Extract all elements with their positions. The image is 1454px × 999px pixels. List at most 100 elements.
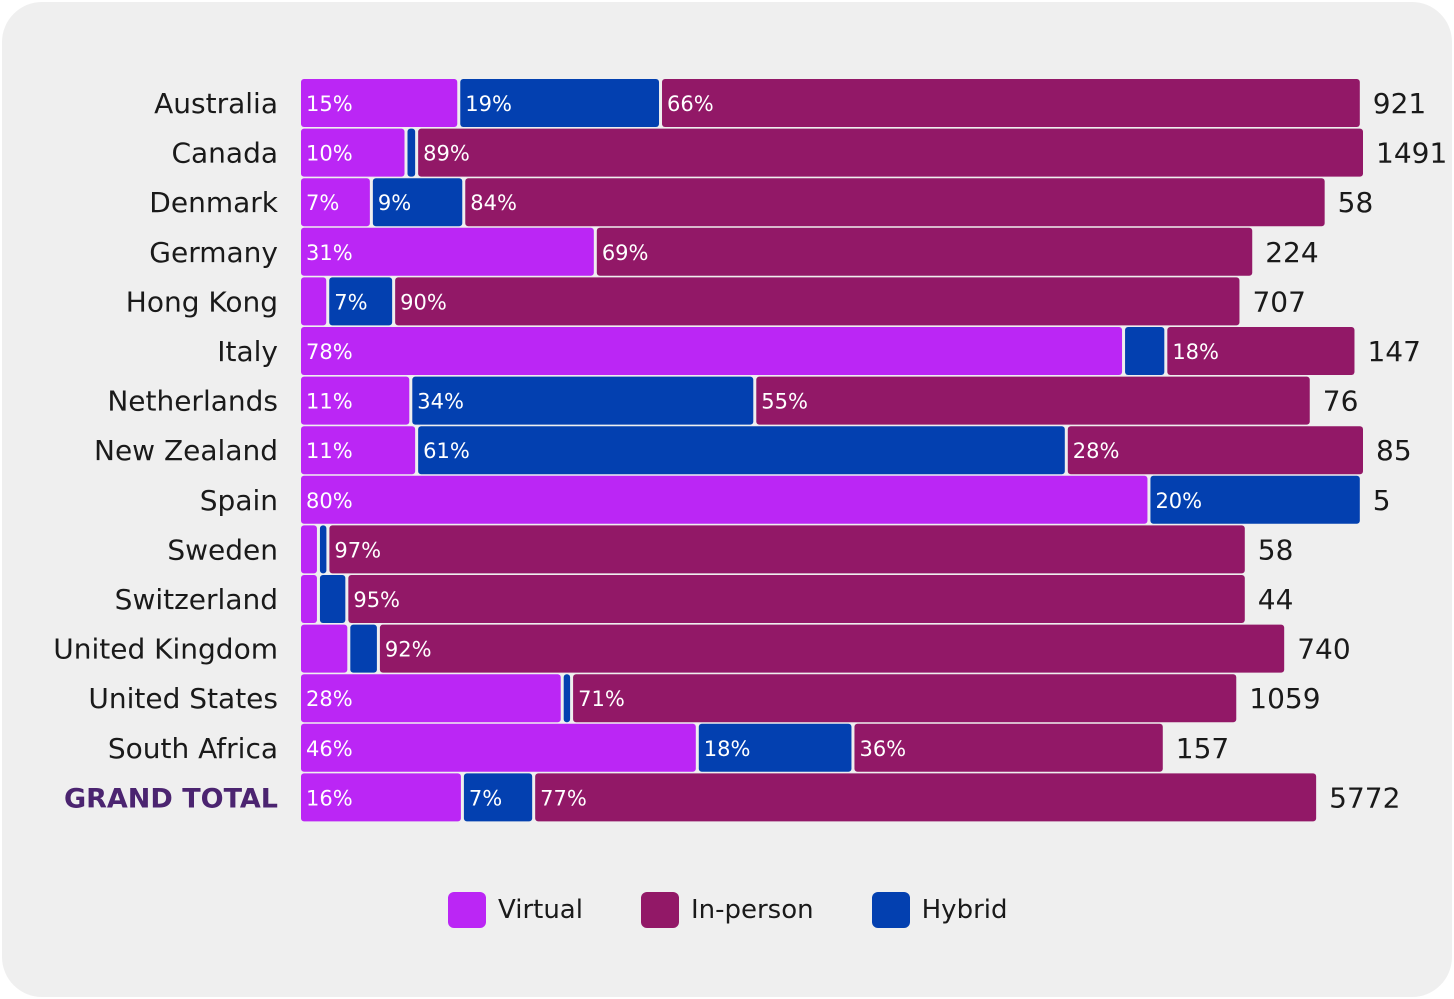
category-label-united-states: United States (88, 682, 278, 715)
bar-virtual-denmark (301, 178, 370, 227)
bar-virtual-sweden (301, 525, 317, 574)
total-label-denmark: 58 (1338, 186, 1374, 219)
legend-label-hybrid: Hybrid (921, 895, 1008, 925)
bar-virtual-spain (301, 475, 1148, 524)
category-label-canada: Canada (171, 137, 278, 170)
bar-in-person-netherlands (756, 376, 1310, 425)
category-label-hong-kong: Hong Kong (126, 285, 278, 318)
bar-hybrid-sweden (319, 525, 327, 574)
data-label-in-person-united-kingdom: 92% (385, 638, 432, 662)
data-label-virtual-canada: 10% (306, 142, 353, 166)
data-label-virtual-grand-total: 16% (306, 786, 353, 810)
bar-virtual-australia (301, 79, 458, 127)
bar-hybrid-denmark (372, 178, 463, 227)
data-label-virtual-denmark: 7% (306, 191, 339, 215)
legend-item-hybrid: Hybrid (871, 892, 1008, 928)
category-label-south-africa: South Africa (108, 732, 278, 765)
data-label-in-person-denmark: 84% (470, 191, 517, 215)
bar-in-person-germany (596, 227, 1253, 276)
total-label-spain: 5 (1373, 484, 1391, 517)
data-label-in-person-sweden: 97% (334, 538, 381, 562)
total-label-netherlands: 76 (1323, 385, 1359, 418)
data-label-in-person-united-states: 71% (578, 687, 625, 711)
data-label-in-person-canada: 89% (423, 142, 470, 166)
category-label-italy: Italy (217, 335, 278, 368)
data-label-in-person-australia: 66% (667, 92, 714, 116)
legend-swatch-hybrid (871, 892, 910, 928)
bar-in-person-united-kingdom (379, 624, 1285, 673)
category-label-grand-total: GRAND TOTAL (64, 783, 278, 814)
total-label-germany: 224 (1265, 236, 1318, 269)
bar-in-person-denmark (465, 178, 1325, 227)
bar-virtual-germany (301, 227, 594, 276)
bar-in-person-canada (418, 128, 1363, 177)
bar-in-person-new-zealand (1067, 426, 1363, 475)
total-label-new-zealand: 85 (1376, 434, 1412, 467)
data-label-hybrid-grand-total: 7% (469, 786, 502, 810)
total-label-south-africa: 157 (1176, 732, 1229, 765)
total-label-united-kingdom: 740 (1297, 633, 1350, 666)
data-label-virtual-new-zealand: 11% (306, 439, 353, 463)
bar-virtual-italy (301, 327, 1123, 375)
bar-hybrid-hong-kong (329, 277, 393, 326)
data-label-virtual-netherlands: 11% (306, 390, 353, 414)
data-label-in-person-new-zealand: 28% (1073, 439, 1120, 463)
bar-hybrid-canada (407, 128, 416, 177)
data-label-virtual-australia: 15% (306, 92, 353, 116)
bar-hybrid-netherlands (412, 376, 754, 425)
category-label-netherlands: Netherlands (107, 385, 278, 418)
category-label-australia: Australia (154, 87, 278, 120)
legend-label-in-person: In-person (690, 895, 814, 925)
bar-virtual-south-africa (301, 723, 696, 772)
category-label-spain: Spain (200, 484, 278, 517)
bar-hybrid-italy (1125, 327, 1165, 375)
total-label-hong-kong: 707 (1252, 285, 1305, 318)
data-label-hybrid-australia: 19% (465, 92, 512, 116)
data-label-hybrid-netherlands: 34% (417, 390, 464, 414)
data-label-in-person-hong-kong: 90% (400, 290, 447, 314)
bar-virtual-grand-total (301, 773, 461, 822)
bar-virtual-canada (301, 128, 405, 177)
category-label-sweden: Sweden (167, 533, 278, 566)
category-label-united-kingdom: United Kingdom (53, 633, 278, 666)
bar-hybrid-united-states (563, 674, 571, 723)
data-label-in-person-italy: 18% (1172, 340, 1219, 364)
legend-item-virtual: Virtual (448, 892, 583, 928)
total-label-canada: 1491 (1376, 137, 1447, 170)
bar-in-person-south-africa (854, 723, 1163, 772)
total-label-grand-total: 5772 (1329, 781, 1400, 814)
bar-hybrid-south-africa (698, 723, 852, 772)
bar-hybrid-australia (460, 79, 660, 127)
data-label-hybrid-denmark: 9% (378, 191, 411, 215)
bar-in-person-switzerland (348, 575, 1245, 623)
bar-hybrid-new-zealand (418, 426, 1065, 475)
bar-virtual-switzerland (301, 575, 317, 623)
legend-swatch-in-person (640, 892, 679, 928)
bar-virtual-hong-kong (301, 277, 327, 326)
total-label-sweden: 58 (1258, 533, 1294, 566)
data-label-in-person-grand-total: 77% (540, 786, 587, 810)
bar-in-person-sweden (329, 525, 1245, 574)
bar-virtual-new-zealand (301, 426, 416, 475)
total-label-united-states: 1059 (1249, 682, 1320, 715)
bar-in-person-united-states (573, 674, 1237, 723)
legend-label-virtual: Virtual (498, 895, 583, 925)
bar-in-person-australia (662, 79, 1360, 127)
data-label-virtual-south-africa: 46% (306, 737, 353, 761)
total-label-italy: 147 (1367, 335, 1420, 368)
data-label-virtual-italy: 78% (306, 340, 353, 364)
legend: Virtual In-person Hybrid (448, 892, 1065, 928)
data-label-hybrid-hong-kong: 7% (334, 290, 367, 314)
data-label-virtual-united-states: 28% (306, 687, 353, 711)
bar-hybrid-united-kingdom (350, 624, 377, 673)
category-label-switzerland: Switzerland (115, 583, 278, 616)
bar-virtual-united-states (301, 674, 561, 723)
data-label-hybrid-new-zealand: 61% (423, 439, 470, 463)
data-label-virtual-germany: 31% (306, 241, 353, 265)
bar-hybrid-grand-total (463, 773, 533, 822)
bar-in-person-hong-kong (395, 277, 1240, 326)
total-label-switzerland: 44 (1258, 583, 1294, 616)
category-label-new-zealand: New Zealand (94, 434, 278, 467)
bar-hybrid-switzerland (319, 575, 346, 623)
